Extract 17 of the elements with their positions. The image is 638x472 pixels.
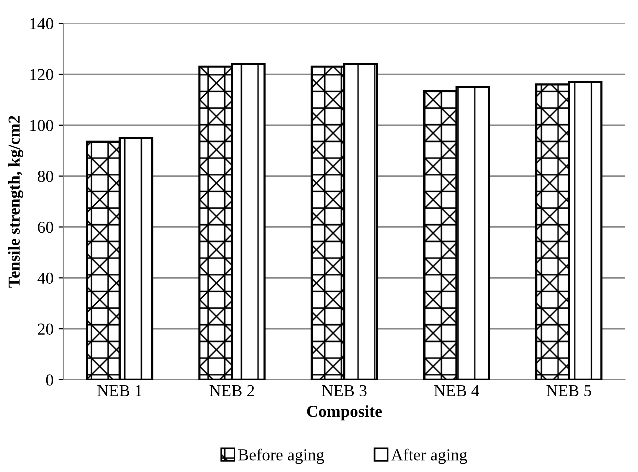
x-axis-title: Composite xyxy=(307,405,382,421)
legend-label: Before aging xyxy=(238,448,324,464)
y-axis-title: Tensile strength, kg/cm2 xyxy=(8,116,24,288)
x-tick-label: NEB 1 xyxy=(98,385,142,396)
x-tick-label: NEB 3 xyxy=(322,385,367,397)
x-tick-label: NEB 2 xyxy=(210,385,254,396)
y-tick-label: 20 xyxy=(38,324,54,335)
x-tick-label: NEB 5 xyxy=(546,385,592,397)
y-tick-label: 0 xyxy=(46,374,54,386)
legend-label: After aging xyxy=(391,448,468,464)
x-tick-label: NEB 4 xyxy=(434,385,480,396)
y-tick-label: 100 xyxy=(30,120,54,132)
y-tick-label: 140 xyxy=(30,18,54,30)
y-tick-label: 120 xyxy=(30,69,54,80)
y-tick-label: 60 xyxy=(38,222,54,234)
y-tick-label: 80 xyxy=(38,171,54,182)
y-tick-label: 40 xyxy=(38,272,54,284)
